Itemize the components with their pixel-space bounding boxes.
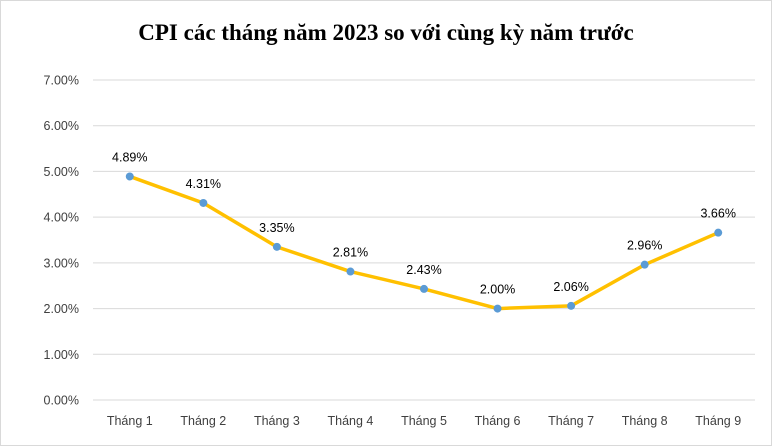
data-label: 2.06% bbox=[553, 280, 588, 294]
data-point bbox=[640, 260, 649, 269]
y-tick-label: 5.00% bbox=[44, 165, 79, 179]
data-point bbox=[420, 284, 428, 293]
data-point bbox=[199, 198, 208, 207]
data-label: 2.43% bbox=[406, 263, 441, 277]
chart-title: CPI các tháng năm 2023 so với cùng kỳ nă… bbox=[138, 20, 634, 45]
y-axis-tick-labels: 0.00% 1.00% 2.00% 3.00% 4.00% 5.00% 6.00% 7.00% bbox=[44, 74, 79, 408]
x-tick-label: Tháng 9 bbox=[695, 414, 741, 428]
x-tick-label: Tháng 3 bbox=[254, 414, 300, 428]
x-tick-label: Tháng 1 bbox=[107, 414, 153, 428]
data-label: 3.35% bbox=[259, 221, 294, 235]
data-labels: 4.89% 4.31% 3.35% 2.81% 2.43% 2.00% 2.06% 2.96%… bbox=[112, 150, 736, 296]
x-tick-label: Tháng 2 bbox=[180, 414, 226, 428]
y-tick-label: 1.00% bbox=[44, 348, 79, 362]
x-tick-label: Tháng 5 bbox=[401, 414, 447, 428]
y-tick-label: 7.00% bbox=[44, 74, 79, 88]
data-point bbox=[567, 301, 576, 310]
data-label: 2.81% bbox=[333, 246, 368, 260]
y-tick-label: 2.00% bbox=[44, 302, 79, 316]
data-point bbox=[493, 304, 502, 313]
data-points bbox=[125, 172, 723, 313]
data-label: 2.00% bbox=[480, 283, 515, 297]
data-point bbox=[272, 242, 281, 251]
data-point bbox=[125, 172, 134, 181]
x-tick-label: Tháng 6 bbox=[475, 414, 521, 428]
x-tick-label: Tháng 4 bbox=[328, 414, 374, 428]
y-tick-label: 3.00% bbox=[44, 256, 79, 270]
y-tick-label: 0.00% bbox=[44, 394, 79, 408]
data-label: 4.89% bbox=[112, 150, 147, 164]
data-point bbox=[346, 267, 355, 276]
data-label: 2.96% bbox=[627, 239, 662, 253]
x-tick-label: Tháng 7 bbox=[548, 414, 594, 428]
y-tick-label: 4.00% bbox=[44, 211, 79, 225]
x-axis-tick-labels: Tháng 1 Tháng 2 Tháng 3 Tháng 4 Tháng 5 Tháng… bbox=[107, 414, 741, 428]
data-point bbox=[714, 228, 723, 237]
x-tick-label: Tháng 8 bbox=[622, 414, 668, 428]
y-tick-label: 6.00% bbox=[44, 119, 79, 133]
data-label: 4.31% bbox=[186, 177, 221, 191]
data-label: 3.66% bbox=[700, 207, 735, 221]
